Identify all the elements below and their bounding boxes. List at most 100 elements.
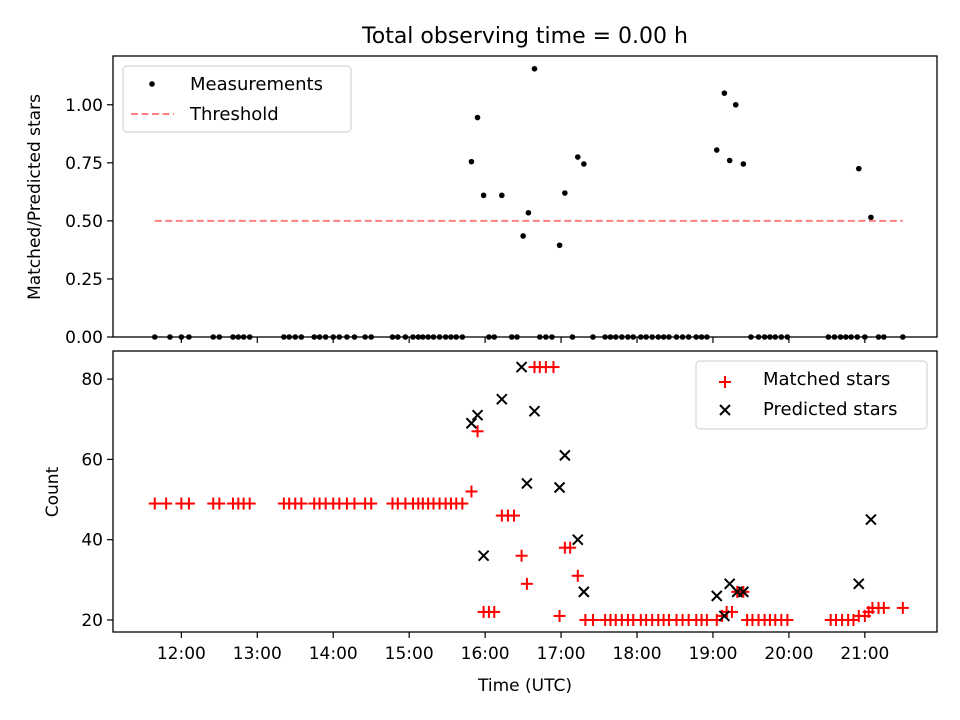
matched-star-point (365, 497, 378, 510)
matched-star-point (471, 425, 484, 438)
top-y-tick-label: 1.00 (65, 96, 103, 116)
measurement-point (855, 165, 862, 172)
measurement-point (525, 209, 532, 216)
bottom-y-axis-label: Count (43, 466, 63, 517)
measurement-point (474, 114, 481, 121)
bottom-y-axis: 20 40 60 80 (81, 370, 113, 631)
predicted-star-point (515, 361, 528, 373)
matched-star-point (586, 613, 599, 626)
measurement-point (480, 192, 487, 199)
measurement-point (520, 233, 526, 239)
bottom-legend-box (695, 360, 928, 430)
top-legend: Measurements Threshold (122, 65, 352, 133)
x-tick-label: 16:00 (461, 644, 510, 664)
predicted-star-point (471, 409, 484, 421)
bottom-axes-frame (112, 350, 938, 633)
predicted-star-point (521, 477, 533, 490)
matched-star-point (515, 549, 528, 562)
predicted-star-point (711, 590, 723, 602)
predicted-star-point (553, 481, 566, 494)
legend-label-matched-stars: Matched stars (763, 369, 890, 390)
predicted-star-point (528, 405, 541, 417)
bottom-y-tick-label: 80 (81, 370, 103, 390)
bottom-plot-area (148, 361, 909, 626)
matched-star-point (781, 613, 794, 626)
measurement-point (721, 90, 728, 96)
matched-star-point (148, 497, 161, 510)
bottom-legend: Matched stars Predicted stars (695, 360, 928, 430)
x-tick-label: 14:00 (309, 644, 358, 664)
figure-title: Total observing time = 0.00 h (361, 24, 688, 49)
bottom-y-tick-label: 60 (81, 450, 103, 470)
bottom-x-axis-label: Time (UTC) (477, 676, 572, 696)
x-tick-label: 21:00 (840, 644, 889, 664)
matched-star-point (295, 497, 308, 510)
top-y-tick-label: 0.25 (65, 270, 103, 290)
x-tick-label: 12:00 (157, 644, 206, 664)
matched-star-point (896, 601, 909, 614)
matched-star-point (243, 497, 256, 510)
x-tick-label: 20:00 (764, 644, 813, 664)
legend-label-threshold: Threshold (189, 104, 279, 125)
predicted-star-point (572, 533, 584, 546)
top-axes-frame (112, 55, 938, 338)
matched-star-point (160, 497, 173, 510)
top-x-axis (180, 337, 866, 343)
legend-marker-matched-stars (719, 376, 731, 388)
matched-star-point (488, 605, 501, 618)
matched-star-point (465, 485, 478, 498)
matched-star-point (547, 361, 560, 374)
matched-star-point (877, 601, 890, 614)
predicted-star-point (496, 393, 508, 405)
bottom-y-tick-label: 40 (81, 531, 103, 551)
top-legend-box (122, 65, 352, 133)
measurement-point (581, 161, 587, 167)
matched-star-point (507, 509, 520, 522)
measurement-point (740, 161, 747, 167)
matched-star-point (213, 497, 226, 510)
legend-marker-predicted-stars (719, 404, 731, 416)
measurement-point (499, 192, 505, 199)
measurement-point (468, 158, 475, 165)
predicted-star-point (865, 513, 877, 526)
predicted-star-point (465, 417, 478, 429)
top-y-tick-label: 0.50 (65, 212, 103, 232)
matched-star-point (571, 569, 584, 582)
legend-label-measurements: Measurements (190, 74, 323, 95)
top-y-axis-label: Matched/Predicted stars (25, 94, 45, 300)
x-tick-label: 15:00 (385, 644, 434, 664)
measurement-point (726, 157, 733, 164)
predicted-star-point (559, 449, 571, 462)
x-tick-label: 19:00 (688, 644, 737, 664)
top-y-tick-label: 0.75 (65, 154, 103, 174)
measurement-point (574, 154, 581, 160)
matched-star-point (456, 497, 469, 510)
x-tick-label: 13:00 (233, 644, 282, 664)
x-tick-label: 18:00 (613, 644, 662, 664)
measurement-point (868, 214, 874, 221)
matched-star-point (348, 497, 361, 510)
top-panel: 0.00 0.25 0.50 0.75 1.00 Matched/Predicted s… (25, 55, 938, 348)
bottom-y-tick-label: 20 (81, 611, 103, 631)
matched-star-point (553, 609, 566, 622)
top-y-axis: 0.00 0.25 0.50 0.75 1.00 (65, 96, 113, 348)
matched-star-point (564, 541, 577, 554)
predicted-star-point (578, 586, 590, 598)
measurement-point (531, 65, 538, 72)
predicted-star-point (718, 610, 731, 622)
predicted-star-point (477, 550, 490, 562)
x-tick-label: 17:00 (537, 644, 586, 664)
measurement-point (556, 242, 563, 249)
matched-star-point (520, 577, 533, 590)
predicted-star-point (853, 578, 865, 590)
legend-marker-measurements (149, 81, 155, 87)
bottom-x-axis: 12:00 13:00 14:00 15:00 16:00 17:00 18:00 19:00… (157, 632, 889, 664)
top-y-tick-label: 0.00 (65, 328, 103, 348)
measurement-point (713, 147, 720, 153)
matched-star-point (182, 497, 195, 510)
measurement-point (732, 101, 739, 108)
measurement-point (562, 190, 568, 196)
predicted-star-point (737, 586, 750, 598)
